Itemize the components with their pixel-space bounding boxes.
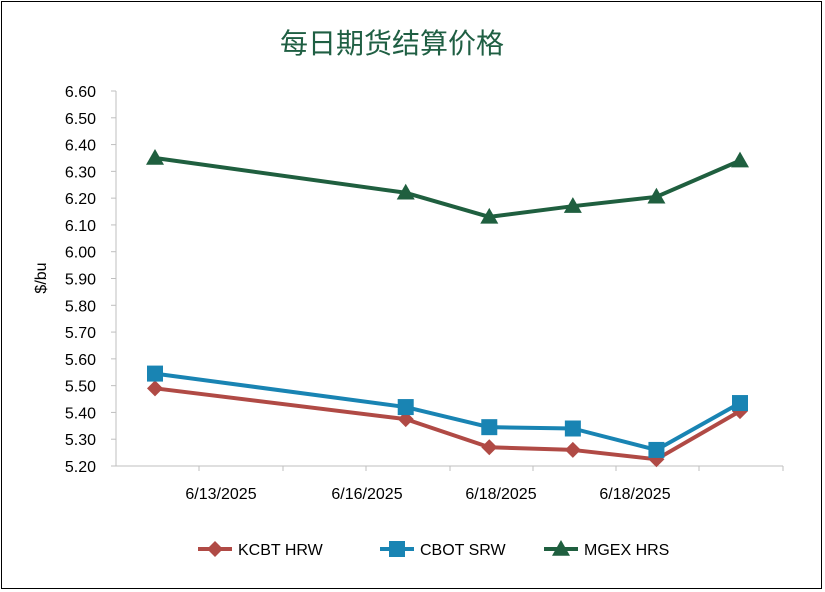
data-point-kcbt-hrw [564,441,581,458]
legend-label-cbot-srw: CBOT SRW [420,542,507,559]
y-tick-label: 5.80 [65,298,96,315]
data-point-mgex-hrs [480,207,499,224]
data-point-cbot-srw [397,399,414,416]
y-tick-label: 6.60 [65,84,96,101]
y-tick-label: 5.50 [65,379,96,396]
y-axis-ticks: 6.60 6.50 6.40 6.30 6.20 6.10 6.00 5.90 5.80 5.70… [65,84,116,476]
data-point-mgex-hrs [563,197,582,213]
series-cbot-srw [147,365,748,458]
series-line-cbot-srw [154,371,741,452]
axes [115,91,783,467]
data-point-cbot-srw [147,365,163,382]
series-group [146,148,749,468]
y-tick-label: 6.50 [65,111,96,128]
data-point-cbot-srw [648,441,665,458]
y-tick-label: 5.60 [65,352,96,369]
data-point-cbot-srw [732,395,748,412]
y-tick-label: 5.20 [65,459,96,476]
data-point-mgex-hrs [731,151,749,168]
x-tick-label: 6/18/2025 [599,486,670,503]
series-mgex-hrs [146,148,749,224]
x-tick-label: 6/13/2025 [185,486,256,503]
y-tick-label: 6.10 [65,218,96,235]
data-point-kcbt-hrw [481,439,498,456]
legend-marker-cbot-srw [389,541,405,557]
y-tick-label: 5.90 [65,272,96,289]
legend-item-kcbt-hrw: KCBT HRW [198,541,324,559]
legend-label-mgex-hrs: MGEX HRS [584,542,669,559]
data-point-mgex-hrs [146,148,164,165]
x-tick-label: 6/16/2025 [331,486,402,503]
y-tick-label: 6.40 [65,138,96,155]
chart-title: 每日期货结算价格 [280,27,504,60]
data-point-cbot-srw [481,419,498,436]
y-tick-label: 6.30 [65,164,96,181]
x-axis-ticks: 6/13/2025 6/16/2025 6/18/2025 6/18/2025 [185,466,784,503]
series-line-kcbt-hrw [154,386,741,462]
y-tick-label: 5.40 [65,405,96,422]
data-point-kcbt-hrw [147,380,163,397]
data-point-kcbt-hrw [397,411,414,428]
y-axis-label: $/bu [33,262,50,293]
y-tick-label: 6.00 [65,245,96,262]
legend-item-cbot-srw: CBOT SRW [380,541,507,559]
legend-item-mgex-hrs: MGEX HRS [544,540,669,559]
y-tick-label: 5.70 [65,325,96,342]
y-tick-label: 6.20 [65,191,96,208]
x-tick-label: 6/18/2025 [465,486,536,503]
legend-label-kcbt-hrw: KCBT HRW [238,542,324,559]
data-point-cbot-srw [564,420,581,437]
legend-marker-mgex-hrs [552,540,570,556]
y-tick-label: 5.30 [65,432,96,449]
legend: KCBT HRW CBOT SRW MGEX HRS [198,540,669,559]
legend-marker-kcbt-hrw [207,541,223,557]
data-point-mgex-hrs [647,187,666,204]
series-line-mgex-hrs [154,155,741,219]
data-point-mgex-hrs [396,183,415,200]
